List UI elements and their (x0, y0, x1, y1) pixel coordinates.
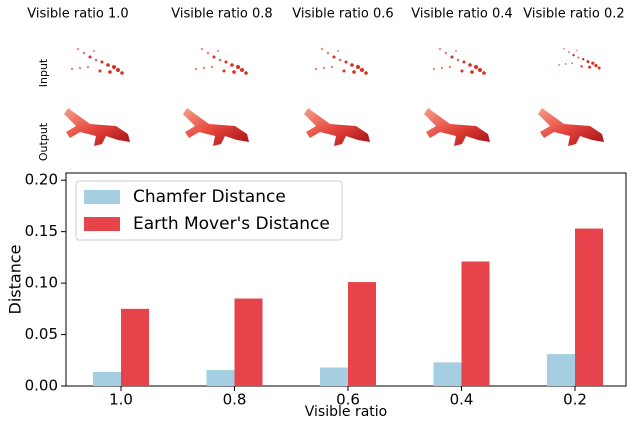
bar (433, 362, 462, 386)
bar (461, 261, 490, 386)
legend-label: Earth Mover's Distance (133, 214, 330, 234)
bar (575, 228, 603, 386)
bar (206, 370, 235, 386)
column-title: Visible ratio 0.8 (171, 7, 272, 22)
column-title: Visible ratio 0.2 (523, 7, 624, 22)
column-title: Visible ratio 1.0 (27, 7, 128, 22)
legend-label: Chamfer Distance (133, 187, 286, 207)
bar (547, 354, 575, 386)
bar (320, 367, 348, 386)
y-tick-label: 0.15 (25, 222, 58, 240)
row-label: Output (37, 122, 50, 161)
x-tick-label: 0.2 (563, 391, 587, 409)
x-tick-label: 1.0 (109, 391, 133, 409)
legend-swatch (84, 217, 120, 231)
x-tick-label: 0.8 (223, 391, 247, 409)
bar (93, 372, 121, 386)
legend-box (75, 180, 343, 241)
legend-swatch (84, 190, 120, 204)
y-tick-label: 0.00 (25, 377, 58, 395)
row-label: Input (37, 58, 50, 87)
x-axis-label: Visible ratio (305, 404, 387, 420)
column-title: Visible ratio 0.4 (411, 7, 512, 22)
column-title: Visible ratio 0.6 (292, 7, 393, 22)
x-tick-label: 0.6 (336, 391, 360, 409)
bar (348, 282, 376, 386)
bar (234, 298, 263, 386)
y-axis-label: Distance (6, 245, 25, 315)
y-tick-label: 0.05 (25, 325, 58, 343)
y-tick-label: 0.10 (25, 274, 58, 292)
preview-images (64, 47, 604, 146)
y-tick-label: 0.20 (25, 171, 58, 189)
bar (121, 308, 149, 386)
x-tick-label: 0.4 (450, 391, 474, 409)
